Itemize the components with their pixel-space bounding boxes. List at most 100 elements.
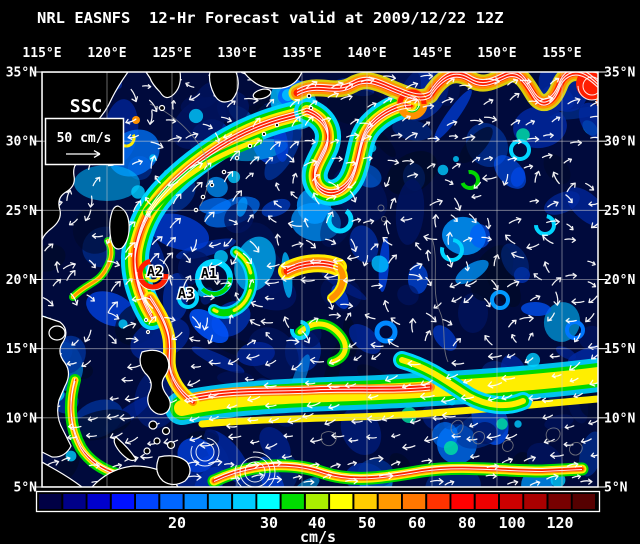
speed-blob <box>189 308 229 344</box>
flow-arrow <box>423 233 438 241</box>
flow-arrow <box>473 181 482 189</box>
flow-arrow <box>228 314 234 324</box>
speed-blob <box>397 284 419 306</box>
speed-blob <box>395 179 425 245</box>
flow-arrow <box>187 459 200 466</box>
flow-arrow <box>444 480 455 486</box>
flow-arrow <box>409 418 421 425</box>
flow-arrow <box>487 381 503 389</box>
speed-speck <box>514 420 522 428</box>
streamline <box>149 298 194 404</box>
colorbar-tick-label: 100 <box>498 514 525 532</box>
flow-arrow <box>446 120 458 126</box>
flow-arrow <box>384 375 398 383</box>
flow-arrow <box>199 441 215 449</box>
flow-arrow <box>390 460 401 466</box>
flow-arrow <box>383 74 397 81</box>
flow-arrow <box>44 243 54 252</box>
flow-arrow <box>202 317 209 331</box>
flow-arrow <box>208 359 221 366</box>
flow-arrow <box>323 272 339 280</box>
flow-arrow <box>140 453 153 461</box>
flow-arrow <box>349 190 357 203</box>
flow-arrow <box>362 155 373 161</box>
flow-arrow <box>321 116 332 122</box>
flow-arrow <box>442 318 453 326</box>
flow-arrow <box>344 83 354 90</box>
flow-arrow <box>146 110 155 125</box>
flow-arrow <box>387 159 400 166</box>
flow-arrow <box>86 294 95 302</box>
flow-arrow <box>246 339 257 346</box>
colorbar-segment <box>305 494 329 509</box>
flow-arrow <box>325 238 337 246</box>
flow-arrow <box>189 435 202 443</box>
streamline <box>134 113 308 320</box>
ryukyu-islands <box>193 122 280 213</box>
flow-arrow <box>260 318 274 325</box>
flow-arrow <box>450 214 458 222</box>
flow-arrow <box>566 461 579 468</box>
longitude-tick-label: 115°E <box>22 46 61 61</box>
streamline <box>286 265 339 275</box>
colorbar-tick-label: 50 <box>358 514 376 532</box>
flow-arrow <box>265 157 274 165</box>
flow-arrow <box>130 88 139 103</box>
speed-blob <box>493 155 527 189</box>
flow-arrow <box>541 397 553 404</box>
flow-arrow <box>208 458 223 466</box>
flow-arrow <box>464 261 470 272</box>
flow-arrow <box>223 170 234 183</box>
longitude-tick-label: 120°E <box>87 46 126 61</box>
flow-arrow <box>227 358 240 366</box>
flow-arrow <box>328 359 341 366</box>
flow-arrow <box>507 78 519 86</box>
flow-arrow <box>345 312 352 321</box>
latitude-tick-label-left: 5°N <box>14 481 38 496</box>
colorbar-segment <box>111 494 135 509</box>
flow-arrow <box>332 257 344 264</box>
latitude-tick-label-left: 10°N <box>6 411 37 426</box>
reference-arrow-box: 50 cm/s <box>44 117 125 166</box>
flow-arrow <box>539 95 554 103</box>
flow-arrow <box>125 242 136 253</box>
flow-arrow <box>281 454 293 460</box>
flow-arrow <box>350 238 358 252</box>
flow-arrow <box>290 191 298 199</box>
flow-arrow <box>382 236 393 246</box>
colorbar: 20 30 40 50 60 80 100 120 cm/s <box>35 490 601 544</box>
longitude-tick-label: 145°E <box>412 46 451 61</box>
flow-arrow <box>469 422 479 428</box>
flow-arrow <box>190 363 202 370</box>
flow-arrow <box>585 182 595 191</box>
reference-arrow-label: 50 cm/s <box>57 131 112 146</box>
flow-arrow <box>525 119 536 126</box>
flow-arrow <box>167 181 179 188</box>
flow-arrow <box>328 404 340 410</box>
flow-arrow <box>529 198 540 204</box>
colorbar-tick-labels: 20 30 40 50 60 80 100 120 <box>168 514 574 532</box>
flow-arrow <box>441 97 454 104</box>
flow-arrow <box>230 476 241 482</box>
flow-arrow <box>71 339 79 346</box>
flow-arrow <box>224 461 235 468</box>
flow-arrow <box>274 233 281 246</box>
flow-arrow <box>264 278 280 287</box>
flow-arrow <box>523 164 534 170</box>
flow-arrow <box>383 176 391 188</box>
flow-arrow <box>124 252 133 260</box>
colorbar-unit-label: cm/s <box>300 528 336 544</box>
flow-arrow <box>124 395 139 403</box>
flow-arrow <box>483 155 494 161</box>
longitude-tick-label: 135°E <box>282 46 321 61</box>
flow-arrow <box>274 182 280 192</box>
flow-arrow <box>127 134 139 140</box>
flow-arrow <box>131 159 143 165</box>
flow-arrow <box>523 455 536 462</box>
china-coast <box>42 72 129 241</box>
flow-arrow <box>463 236 473 243</box>
flow-arrow <box>391 132 403 139</box>
flow-arrow <box>189 161 204 169</box>
flow-arrow <box>573 333 581 343</box>
flow-arrow <box>424 436 439 444</box>
